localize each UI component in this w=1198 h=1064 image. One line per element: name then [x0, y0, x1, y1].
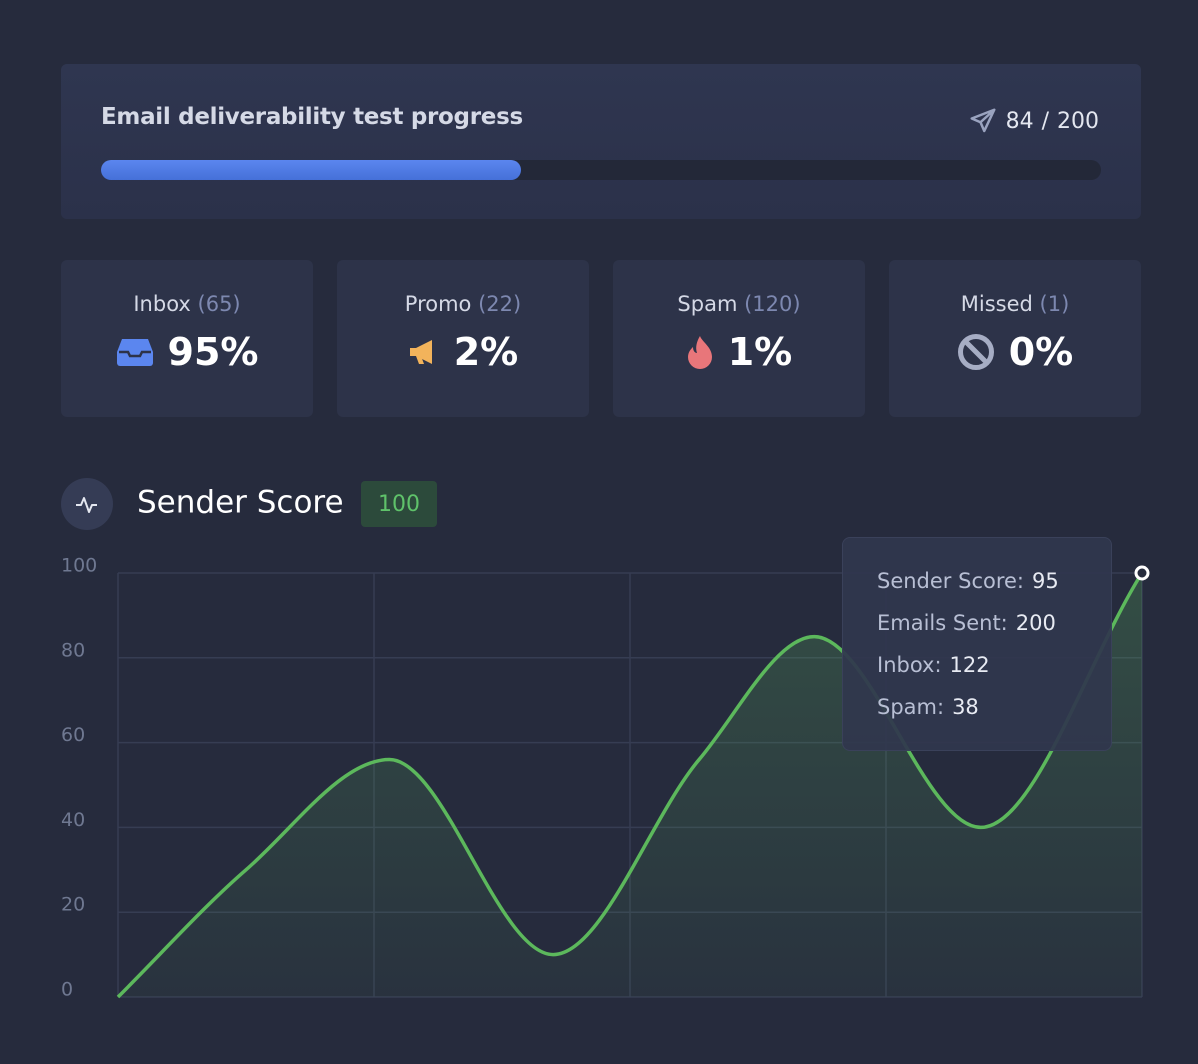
tooltip-row: Emails Sent: 200 — [877, 611, 1056, 635]
stat-card: Missed (1) 0% — [889, 260, 1141, 417]
stat-card: Promo (22) 2% — [337, 260, 589, 417]
tooltip-value: 38 — [952, 695, 979, 719]
spam-icon — [687, 336, 712, 369]
badge-bg — [361, 481, 437, 527]
tooltip-value: 95 — [1032, 569, 1059, 593]
stat-label: Spam (120) — [613, 292, 865, 316]
inbox-icon — [116, 339, 153, 366]
chart-title: Sender Score — [137, 485, 344, 521]
tooltip-row: Sender Score: 95 — [877, 569, 1059, 593]
tooltip-label: Spam: — [877, 695, 945, 719]
stat-count: (65) — [197, 292, 241, 316]
tooltip-row: Inbox: 122 — [877, 653, 990, 677]
stat-percent: 95% — [167, 330, 259, 374]
progress-fill — [101, 160, 521, 180]
y-tick-label: 0 — [61, 979, 73, 1001]
score-icon — [76, 497, 97, 513]
separator: / — [1041, 108, 1049, 134]
stat-percent: 2% — [453, 330, 519, 374]
tooltip-value: 122 — [949, 653, 990, 677]
tooltip: Sender Score: 95 Emails Sent: 200 Inbox: 122 S… — [842, 537, 1112, 751]
tooltip-label: Inbox: — [877, 653, 942, 677]
stat-count: (22) — [478, 292, 522, 316]
stat-label: Inbox (65) — [61, 292, 313, 316]
tooltip-row: Spam: 38 — [877, 695, 979, 719]
stat-name: Promo — [404, 292, 472, 316]
stat-value: 95% — [61, 330, 313, 374]
stat-value: 2% — [337, 330, 589, 374]
area — [118, 573, 1142, 997]
y-tick-label: 20 — [61, 894, 85, 916]
stat-percent: 0% — [1008, 330, 1074, 374]
stat-name: Missed — [960, 292, 1033, 316]
stat-card: Spam (120) 1% — [613, 260, 865, 417]
line — [116, 572, 1144, 999]
progress-track — [101, 160, 1101, 180]
stat-card: Inbox (65) 95% — [61, 260, 313, 417]
y-tick-label: 40 — [61, 809, 85, 831]
stat-value: 1% — [613, 330, 865, 374]
progress-card: Email deliverability test progress 84 / … — [61, 64, 1141, 219]
stat-name: Spam — [677, 292, 738, 316]
total: 200 — [1057, 108, 1099, 134]
stat-label: Missed (1) — [889, 292, 1141, 316]
sent: 84 — [1005, 108, 1034, 134]
send-icon — [970, 108, 996, 133]
score-badge: 100 — [378, 492, 420, 517]
progress-title: Email deliverability test progress — [101, 104, 523, 130]
y-tick-label: 80 — [61, 639, 85, 661]
point-marker — [1134, 565, 1150, 581]
tooltip-label: Sender Score: — [877, 569, 1025, 593]
stat-value: 0% — [889, 330, 1141, 374]
progress-count: 84 / 200 — [968, 106, 1099, 136]
tooltip-value: 200 — [1015, 611, 1056, 635]
missed-icon — [957, 334, 994, 370]
promo-icon — [409, 340, 432, 364]
stat-percent: 1% — [727, 330, 793, 374]
stat-name: Inbox — [133, 292, 191, 316]
stat-count: (1) — [1039, 292, 1070, 316]
y-tick-label: 100 — [61, 555, 97, 577]
y-tick-label: 60 — [61, 724, 85, 746]
tooltip-label: Emails Sent: — [877, 611, 1008, 635]
stat-label: Promo (22) — [337, 292, 589, 316]
stat-count: (120) — [744, 292, 801, 316]
